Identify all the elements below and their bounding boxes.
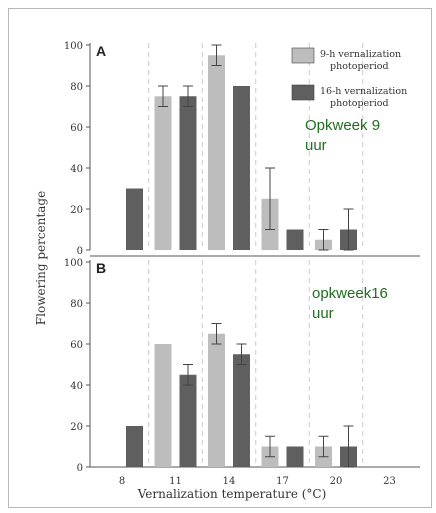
y-tick-label: 40 [70,164,83,175]
x-tick-label: 14 [223,476,236,487]
y-tick-label: 20 [70,422,83,433]
panel-label: B [96,260,106,276]
y-tick-label: 0 [77,463,83,474]
bar [286,229,304,250]
bar [126,426,143,467]
x-tick-label: 11 [169,476,182,487]
x-tick-label: 20 [330,476,343,487]
y-tick-label: 80 [70,299,83,310]
y-axis-label: Flowering percentage [34,191,48,325]
legend-label: 16-h vernalization [320,86,407,97]
bar [233,86,250,250]
y-tick-label: 80 [70,82,83,93]
bar [154,96,172,250]
x-tick-label: 23 [383,476,396,487]
y-tick-label: 0 [77,246,83,257]
y-tick-label: 100 [64,258,83,269]
x-tick-label: 17 [276,476,289,487]
annotation-text: opkweek16 [312,285,388,302]
legend-label: photoperiod [330,98,389,109]
bar [286,446,304,467]
legend-label: photoperiod [330,61,389,72]
bar [126,188,143,250]
panel-label: A [96,43,106,59]
y-tick-label: 60 [70,340,83,351]
bar [179,96,197,250]
bar [179,374,197,467]
y-tick-label: 100 [64,41,83,52]
legend-swatch [291,84,315,101]
annotation-text: uur [305,137,327,154]
bar [233,354,250,467]
y-tick-label: 60 [70,123,83,134]
x-tick-label: 8 [119,476,125,487]
y-tick-label: 20 [70,205,83,216]
annotation-text: uur [312,305,334,322]
legend-swatch [291,47,315,64]
y-tick-label: 40 [70,381,83,392]
annotation-text: Opkweek 9 [305,117,380,134]
legend-label: 9-h vernalization [320,49,401,60]
bar [154,344,172,467]
x-axis-label: Vernalization temperature (°C) [137,487,327,501]
bar [208,333,225,467]
bar [208,55,225,250]
